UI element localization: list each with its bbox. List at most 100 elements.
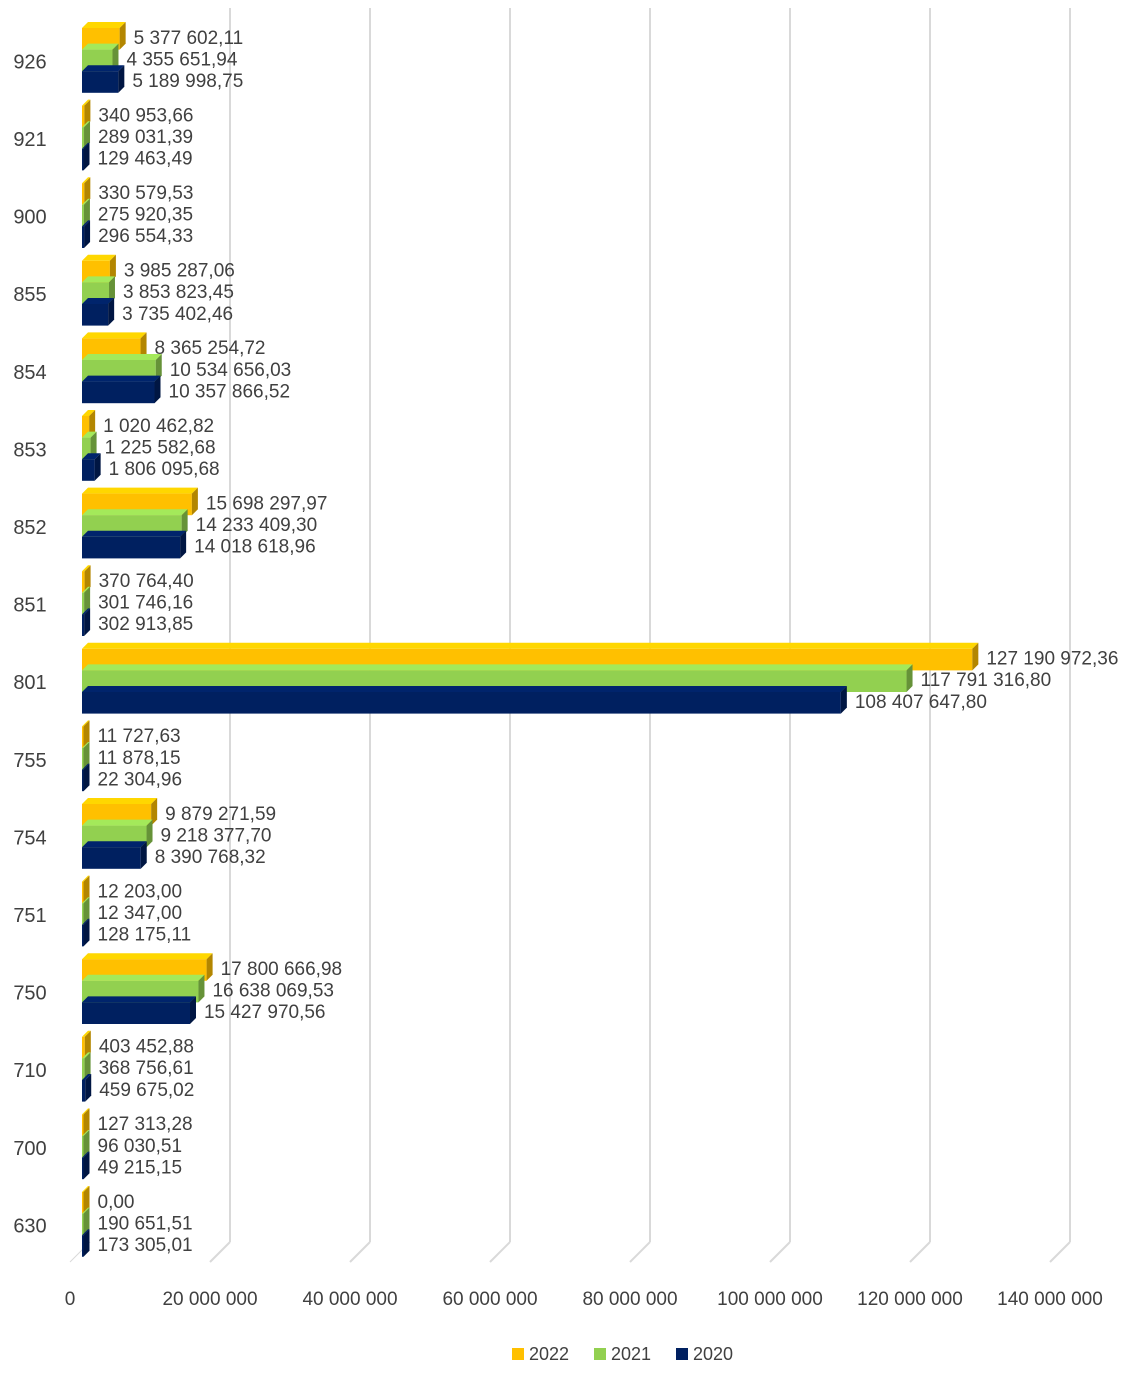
category-label: 630 [13, 1215, 46, 1237]
data-label: 12 203,00 [98, 881, 183, 902]
bar-2020-751 [82, 918, 90, 947]
bar-2022-630 [82, 1186, 90, 1214]
legend-entry: 2021 [594, 1344, 651, 1364]
data-label: 129 463,49 [98, 149, 193, 170]
x-tick-label: 60 000 000 [442, 1289, 537, 1310]
x-tick-label: 120 000 000 [857, 1289, 963, 1310]
bars [82, 22, 979, 1257]
category-label: 854 [13, 362, 46, 384]
category-label: 852 [13, 517, 46, 539]
bar-2020-921 [82, 142, 90, 171]
data-label: 301 746,16 [98, 593, 193, 614]
gridline [909, 8, 931, 1263]
bar-2022-751 [82, 875, 90, 904]
data-label: 340 953,66 [98, 105, 193, 126]
legend-swatch [512, 1348, 524, 1360]
bar-2022-900 [82, 177, 91, 205]
gridline [489, 8, 511, 1263]
bar-2020-700 [82, 1151, 90, 1180]
x-tick-label: 40 000 000 [302, 1289, 397, 1310]
data-label: 403 452,88 [99, 1037, 194, 1058]
data-label: 15 698 297,97 [206, 493, 328, 514]
legend: 2022 2021 2020 [512, 1344, 733, 1364]
bar-2021-710 [82, 1052, 91, 1080]
data-label: 8 365 254,72 [155, 338, 266, 359]
category-label: 921 [13, 129, 46, 151]
data-label: 11 727,63 [98, 726, 181, 747]
data-label: 173 305,01 [98, 1235, 193, 1256]
data-label: 296 554,33 [98, 226, 193, 247]
data-label: 302 913,85 [98, 614, 193, 635]
legend-entry: 2022 [512, 1344, 569, 1364]
bar-2021-755 [82, 742, 90, 770]
bar-2022-755 [82, 720, 90, 748]
data-label: 3 985 287,06 [124, 261, 235, 282]
data-label: 16 638 069,53 [212, 981, 334, 1002]
category-label: 853 [13, 439, 46, 461]
bar-2022-921 [82, 99, 91, 128]
x-tick-label: 20 000 000 [162, 1289, 257, 1310]
category-label: 710 [13, 1060, 46, 1082]
data-label: 330 579,53 [98, 183, 193, 204]
x-tick-label: 140 000 000 [997, 1289, 1103, 1310]
gridline [769, 8, 791, 1263]
data-label: 17 800 666,98 [221, 959, 343, 980]
data-label: 9 879 271,59 [165, 804, 276, 825]
legend-label: 2021 [611, 1344, 651, 1364]
data-label: 10 534 656,03 [170, 360, 292, 381]
category-label: 751 [13, 905, 46, 927]
data-label: 0,00 [98, 1192, 135, 1213]
bar-2021-751 [82, 897, 90, 925]
x-axis-tick-labels: 0 20 000 000 40 000 000 60 000 000 80 000 00… [65, 1289, 1103, 1310]
bar-2020-926 [82, 65, 125, 93]
x-tick-label: 100 000 000 [717, 1289, 823, 1310]
data-label: 1 225 582,68 [105, 437, 216, 458]
gridline [209, 8, 231, 1263]
data-label: 12 347,00 [98, 903, 183, 924]
bar-2020-851 [82, 608, 91, 636]
bar-2020-900 [82, 220, 91, 248]
data-label: 108 407 647,80 [855, 692, 987, 713]
legend-swatch [676, 1348, 688, 1360]
legend-entry: 2020 [676, 1344, 733, 1364]
data-label: 14 233 409,30 [196, 515, 318, 536]
legend-swatch [594, 1348, 606, 1360]
category-label: 755 [13, 750, 46, 772]
data-label: 15 427 970,56 [204, 1002, 326, 1023]
bar-2022-853 [82, 410, 96, 438]
bar-2020-801 [82, 686, 847, 714]
data-label: 4 355 651,94 [126, 49, 237, 70]
category-labels: 926 921 900 855 854 853 852 851 801 755 754 751 750 7… [13, 51, 46, 1237]
x-tick-label: 0 [65, 1289, 76, 1310]
data-label: 14 018 618,96 [194, 537, 316, 558]
category-label: 750 [13, 983, 46, 1005]
data-label: 10 357 866,52 [169, 381, 291, 402]
data-label: 275 920,35 [98, 205, 193, 226]
data-label: 289 031,39 [98, 127, 193, 148]
data-label: 49 215,15 [98, 1157, 183, 1178]
gridline [629, 8, 651, 1263]
bar-2022-710 [82, 1030, 91, 1059]
bar-2021-851 [82, 586, 91, 615]
data-label: 8 390 768,32 [155, 847, 266, 868]
bar-2020-630 [82, 1229, 90, 1257]
category-label: 926 [13, 51, 46, 73]
bar-2021-700 [82, 1130, 90, 1158]
data-label: 368 756,61 [99, 1058, 194, 1079]
data-label: 9 218 377,70 [161, 825, 272, 846]
category-label: 851 [13, 595, 46, 617]
data-label: 128 175,11 [98, 925, 192, 946]
data-label: 459 675,02 [99, 1080, 194, 1101]
data-label: 3 853 823,45 [123, 282, 234, 303]
bar-2022-851 [82, 565, 91, 593]
data-label: 11 878,15 [98, 748, 181, 769]
data-label: 3 735 402,46 [122, 304, 233, 325]
bar-2021-921 [82, 121, 91, 149]
bar-2020-852 [82, 530, 187, 559]
bar-2021-630 [82, 1207, 90, 1236]
data-labels: 5 377 602,114 355 651,945 189 998,75 340 … [98, 28, 1119, 1256]
legend-label: 2020 [693, 1344, 733, 1364]
bar-2020-853 [82, 453, 101, 481]
data-label: 1 020 462,82 [103, 416, 214, 437]
